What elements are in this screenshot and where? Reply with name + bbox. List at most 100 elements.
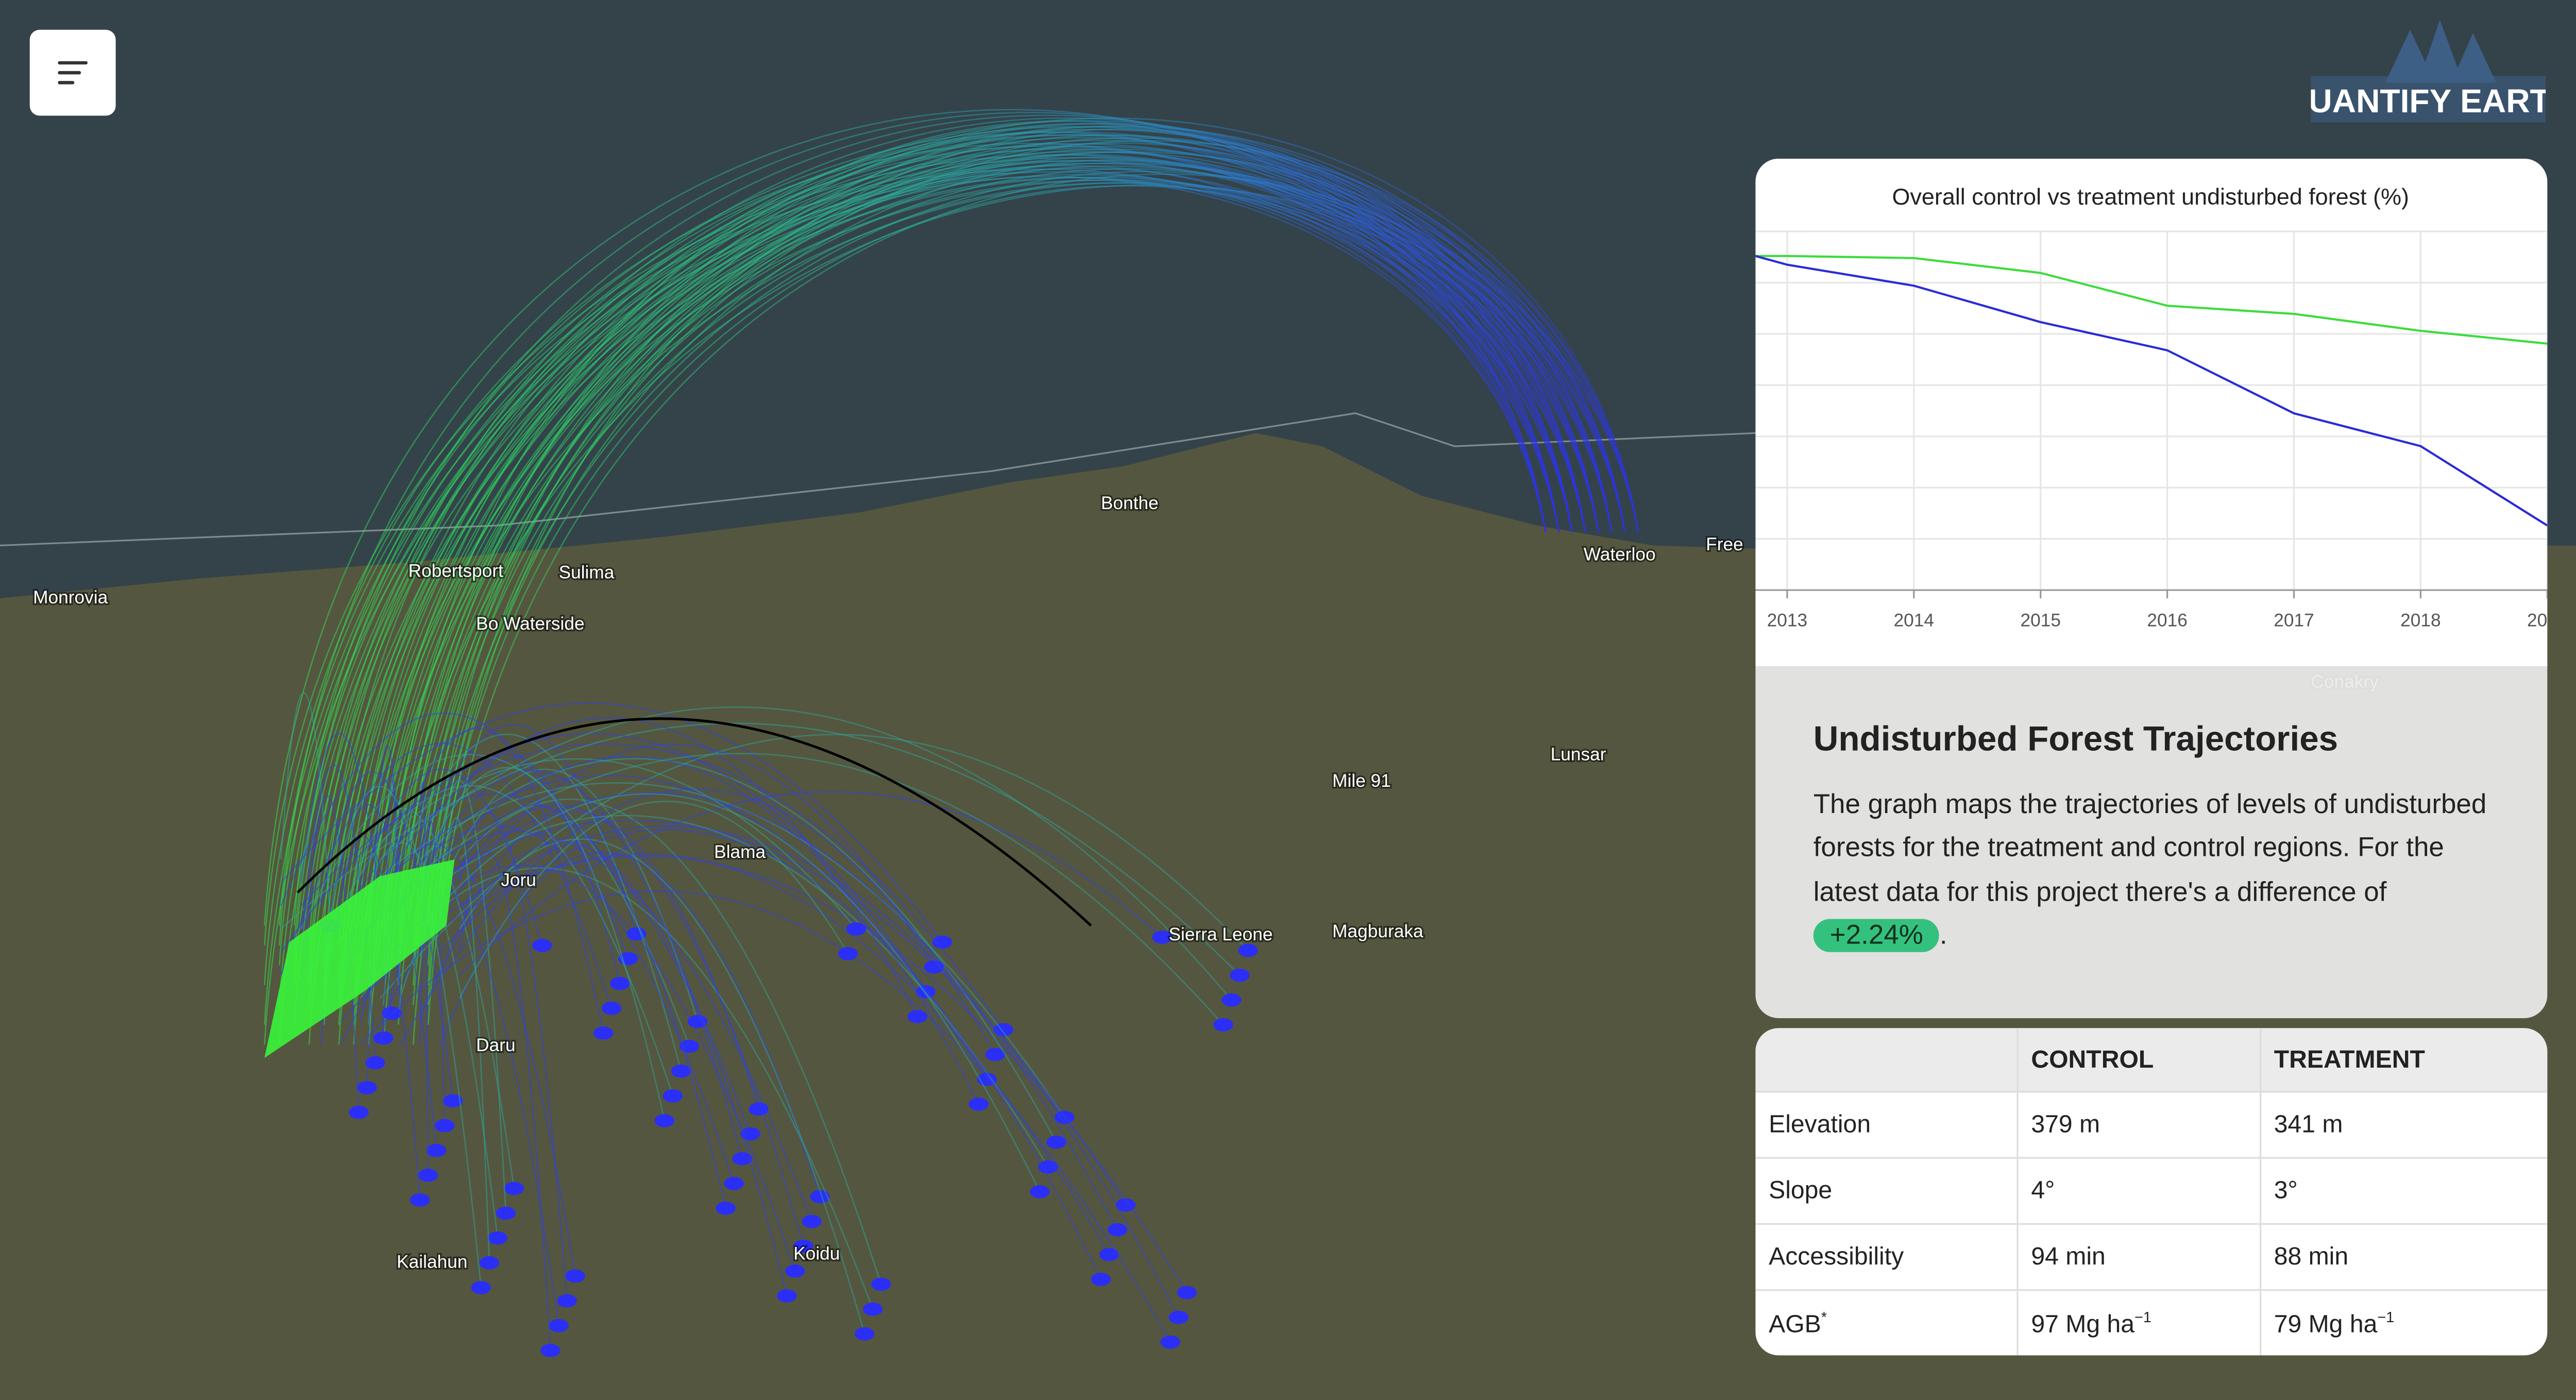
point: [1029, 1185, 1050, 1199]
x-tick-label: 2017: [2274, 610, 2314, 630]
info-text: The graph maps the trajectories of level…: [1813, 783, 2491, 957]
cell-sup: −1: [2377, 1308, 2395, 1325]
arc: [383, 154, 1547, 1005]
treatment-area: [264, 859, 455, 1058]
info-body: The graph maps the trajectories of level…: [1813, 790, 2487, 907]
arc: [293, 171, 1573, 946]
arc: [300, 785, 674, 1097]
table-cell: 79 Mg ha−1: [2259, 1289, 2548, 1356]
point: [671, 1064, 691, 1078]
arc: [399, 788, 996, 1055]
chart-area: Overall control vs treatment undisturbed…: [1755, 158, 2548, 666]
table-cell: 88 min: [2259, 1223, 2548, 1290]
arc: [340, 808, 515, 1189]
map-label: Blama: [714, 842, 766, 862]
arc: [360, 768, 543, 946]
arc: [300, 743, 1004, 1031]
arc: [383, 177, 1547, 926]
arc: [459, 791, 1163, 976]
arc: [459, 800, 849, 999]
point: [907, 1009, 927, 1023]
arc: [368, 117, 1639, 926]
point: [793, 1239, 814, 1253]
arc: [439, 840, 788, 1296]
arc: [340, 785, 482, 1288]
arc: [397, 134, 1613, 926]
chart-title: Overall control vs treatment undisturbed…: [1892, 183, 2409, 210]
point: [732, 1152, 752, 1166]
table-cell: Elevation: [1755, 1091, 2018, 1158]
point: [1222, 993, 1242, 1007]
arc: [323, 143, 1599, 926]
arc: [353, 182, 1626, 1025]
point: [365, 1056, 385, 1070]
arc: [459, 838, 866, 1335]
point: [532, 939, 552, 952]
header-row: CONTROL TREATMENT: [1755, 1028, 2548, 1092]
arc: [353, 160, 1573, 926]
point: [846, 922, 867, 936]
point: [609, 976, 630, 990]
chart-card: Overall control vs treatment undisturbed…: [1755, 158, 2548, 1019]
arc: [278, 134, 1613, 1045]
info-end: .: [1939, 920, 1947, 951]
point: [776, 1289, 797, 1303]
header-cell: [1755, 1028, 2018, 1092]
point: [348, 1106, 369, 1119]
arc: [419, 793, 1041, 1192]
arc: [264, 176, 1547, 1045]
menu-button[interactable]: [29, 29, 116, 116]
arc: [338, 179, 1613, 1005]
arc: [379, 717, 918, 1017]
arc: [323, 165, 1547, 1025]
map-label: Joru: [501, 870, 536, 890]
point: [1107, 1223, 1128, 1237]
point: [418, 1168, 438, 1182]
cell-text: 97 Mg ha: [2031, 1310, 2135, 1338]
arc: [368, 184, 1639, 1045]
point: [871, 1277, 891, 1291]
map-label: Daru: [476, 1035, 515, 1055]
point: [724, 1176, 744, 1190]
arc: [308, 174, 1586, 966]
table-cell: 97 Mg ha−1: [2016, 1289, 2260, 1356]
arc: [419, 770, 743, 1159]
point: [504, 1182, 524, 1195]
header-cell: CONTROL: [2016, 1028, 2260, 1092]
table-row: Slope 4° 3°: [1755, 1157, 2548, 1224]
map-label: Bo Waterside: [476, 614, 584, 634]
logo: QUANTIFY EARTH: [2311, 20, 2546, 123]
point: [540, 1343, 561, 1357]
table-cell: Accessibility: [1755, 1223, 2018, 1290]
cell-text: AGB: [1769, 1310, 1821, 1338]
arc: [320, 771, 454, 1101]
map-label: Lunsar: [1551, 745, 1606, 765]
map-label: Sulima: [558, 563, 614, 583]
point: [810, 1190, 830, 1204]
point: [785, 1264, 805, 1278]
table-cell: 94 min: [2016, 1223, 2260, 1290]
point: [663, 1089, 683, 1103]
arc: [360, 890, 1171, 1343]
point: [601, 1001, 622, 1015]
info: Undisturbed Forest Trajectories The grap…: [1813, 721, 2491, 957]
point: [1115, 1198, 1136, 1212]
cell-sup: −1: [2134, 1308, 2151, 1325]
x-tick-label: 2016: [2147, 610, 2187, 630]
arc: [459, 798, 882, 1285]
point: [557, 1294, 577, 1308]
point: [1177, 1286, 1197, 1300]
table-row: Elevation 379 m 341 m: [1755, 1091, 2548, 1158]
series-line: [1755, 255, 2548, 345]
point: [471, 1281, 491, 1294]
point: [1213, 1018, 1233, 1032]
point: [434, 1119, 455, 1133]
arc: [323, 176, 1599, 985]
map-label: Waterloo: [1584, 544, 1656, 564]
x-tick-label: 2015: [2020, 610, 2060, 630]
point: [862, 1302, 883, 1316]
point: [410, 1193, 430, 1207]
point: [838, 947, 858, 960]
x-tick-label: 2014: [1894, 610, 1934, 630]
